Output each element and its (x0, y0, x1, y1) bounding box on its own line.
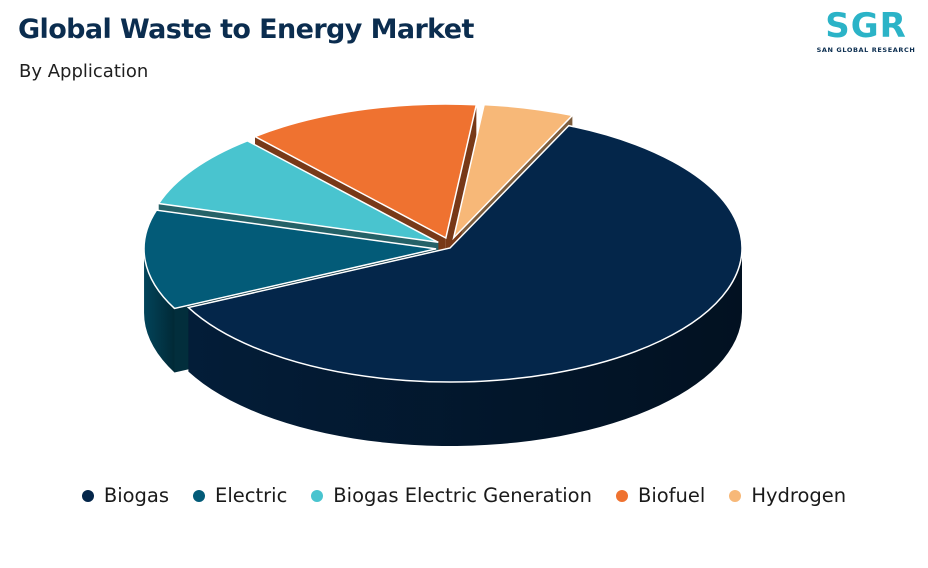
legend-swatch (193, 489, 206, 502)
slice-side-biogas (188, 248, 743, 446)
legend-label: Biogas Electric Generation (333, 484, 592, 507)
legend-item-biogas-electric-generation: Biogas Electric Generation (311, 484, 592, 507)
slice-electric (143, 209, 437, 310)
pie-tops (143, 103, 743, 383)
legend-item-biofuel: Biofuel (615, 484, 706, 507)
legend-label: Electric (215, 484, 288, 507)
legend-swatch (81, 489, 94, 502)
slice-biogas (186, 124, 743, 383)
legend-swatch (311, 489, 324, 502)
legend-item-electric: Electric (193, 484, 287, 507)
slice-biofuel (253, 103, 478, 240)
chart-title: Global Waste to Energy Market (18, 14, 474, 45)
chart-legend: Biogas Electric Biogas Electric Generation… (0, 484, 928, 507)
legend-item-hydrogen: Hydrogen (729, 484, 846, 507)
logo-tagline: SAN GLOBAL RESEARCH (816, 46, 916, 54)
legend-label: Biogas (103, 484, 170, 507)
legend-swatch (729, 489, 742, 502)
legend-label: Biofuel (637, 484, 706, 507)
sgr-logo: SGR SAN GLOBAL RESEARCH (812, 6, 920, 62)
slice-hydrogen (452, 103, 574, 241)
legend-item-biogas: Biogas (81, 484, 170, 507)
chart-subtitle: By Application (19, 61, 149, 82)
legend-swatch (615, 489, 628, 502)
logo-mark: SGR (825, 6, 907, 46)
slice-biogas-electric-generation (157, 140, 439, 244)
legend-label: Hydrogen (751, 484, 847, 507)
